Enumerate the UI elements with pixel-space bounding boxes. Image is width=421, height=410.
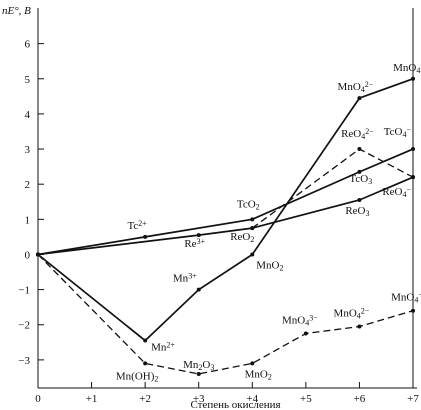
data-point-1-5 — [357, 324, 362, 329]
series-line-2 — [37, 148, 414, 256]
species-label: Re3+ — [184, 237, 205, 250]
y-tick-label: −3 — [18, 355, 30, 367]
data-point-0-2 — [196, 287, 201, 292]
series-line-0 — [37, 77, 414, 342]
data-point-1-4 — [303, 331, 308, 336]
x-axis-title: Степень окисления — [190, 399, 280, 410]
species-label: Mn3+ — [173, 271, 197, 284]
x-tick-label: +3 — [193, 393, 205, 405]
data-point-2-1 — [143, 234, 148, 239]
data-point-3-3 — [357, 198, 362, 202]
data-point-2-4 — [411, 147, 415, 152]
data-point-4-0 — [250, 226, 255, 231]
species-label: Mn2O3 — [183, 359, 214, 372]
y-tick-label: 2 — [25, 179, 31, 191]
data-point-2-2 — [250, 217, 255, 222]
y-tick-label: 0 — [25, 249, 31, 261]
y-tick-label: 4 — [25, 109, 31, 121]
x-tick-label: +4 — [246, 393, 258, 405]
y-tick-label: 6 — [25, 39, 31, 51]
species-label: ReO2 — [230, 231, 254, 244]
x-tick-label: 0 — [35, 393, 41, 405]
x-tick-label: +5 — [300, 393, 312, 405]
data-point-1-2 — [196, 371, 201, 376]
y-tick-label: −1 — [18, 285, 30, 297]
data-point-3-1 — [196, 233, 201, 238]
x-tick-label: +7 — [407, 393, 419, 405]
species-label: MnO43− — [282, 313, 318, 327]
species-label: MnO42− — [334, 306, 370, 320]
y-tick-label: 3 — [25, 144, 31, 156]
species-label: ReO3 — [345, 205, 369, 218]
species-label: MnO2 — [256, 259, 283, 272]
species-label: MnO4− — [391, 291, 421, 305]
species-label: MnO4− — [393, 61, 421, 75]
x-tick-label: +6 — [354, 393, 366, 405]
data-point-0-1 — [143, 338, 148, 343]
species-label: Mn2+ — [151, 340, 175, 353]
data-point-0-5 — [411, 76, 415, 81]
data-point-4-2 — [411, 175, 415, 180]
y-tick-label: −2 — [18, 320, 30, 332]
data-point-1-6 — [411, 308, 415, 313]
species-label: ReO42− — [341, 127, 374, 141]
species-label: TcO4− — [384, 125, 412, 139]
species-label: MnO42− — [338, 80, 374, 94]
data-point-4-1 — [357, 147, 362, 152]
species-label: Mn(OH)2 — [116, 370, 159, 383]
data-point-0-4 — [357, 96, 362, 101]
data-point-2-3 — [357, 169, 362, 174]
x-tick-label: +2 — [139, 393, 151, 405]
y-tick-label: 1 — [25, 214, 31, 226]
data-point-1-3 — [250, 361, 255, 366]
x-tick-label: +1 — [86, 393, 98, 405]
species-label: TcO2 — [237, 198, 260, 211]
data-point-0-3 — [250, 252, 255, 257]
species-label: ReO4− — [382, 185, 411, 199]
y-axis-title: nE°, В — [2, 5, 31, 17]
species-label: TcO3 — [349, 173, 372, 186]
data-point-1-1 — [143, 361, 148, 366]
data-point-3-0 — [36, 252, 40, 257]
species-label: MnO2 — [245, 368, 272, 381]
y-tick-label: 5 — [25, 74, 31, 86]
species-label: Tc2+ — [127, 219, 147, 232]
